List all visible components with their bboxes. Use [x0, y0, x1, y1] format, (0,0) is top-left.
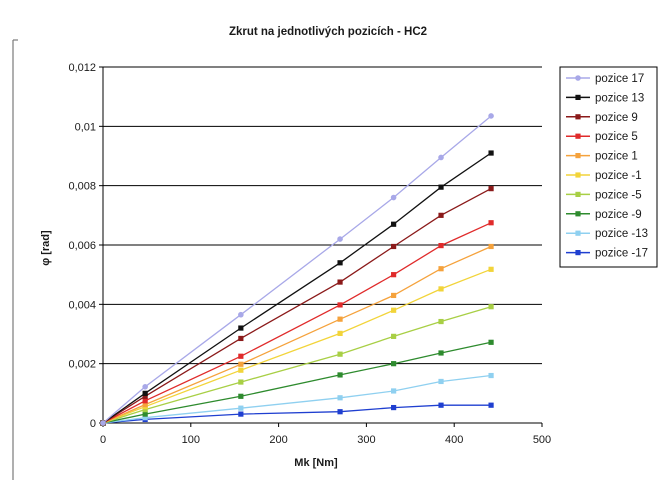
data-point-pozice-13 — [438, 184, 444, 190]
legend-label-pozice--13: pozice -13 — [595, 228, 648, 240]
legend-label-pozice-5: pozice 5 — [595, 131, 638, 143]
data-point-pozice-5 — [438, 242, 444, 249]
data-point-pozice-13 — [337, 260, 343, 266]
data-point-pozice--1 — [488, 266, 494, 272]
data-point-pozice--1 — [337, 330, 343, 337]
data-point-pozice--13 — [238, 405, 244, 411]
legend: pozice 17 pozice 13 pozice 9 pozice 5 pozice… — [559, 66, 658, 268]
data-point-pozice--5 — [337, 351, 343, 357]
y-tick-label: 0,004 — [68, 299, 96, 311]
legend-marker-pozice--9 — [575, 211, 581, 217]
y-tick-label: 0,008 — [68, 181, 96, 193]
data-point-pozice--5 — [488, 304, 494, 310]
legend-marker-pozice-5 — [575, 133, 581, 139]
data-point-pozice--13 — [337, 395, 343, 401]
data-point-pozice-1 — [488, 243, 494, 250]
data-point-pozice-9 — [391, 243, 397, 250]
legend-marker-pozice-9 — [575, 114, 581, 120]
legend-marker-pozice--5 — [575, 191, 581, 197]
data-point-pozice--9 — [488, 339, 494, 345]
data-point-pozice-1 — [142, 402, 148, 408]
y-tick-label: 0,01 — [75, 121, 96, 133]
legend-marker-pozice--13 — [575, 230, 581, 236]
data-point-pozice-13 — [488, 150, 494, 156]
data-point-pozice-1 — [391, 292, 397, 299]
data-point-pozice--13 — [438, 378, 444, 385]
legend-marker-pozice--17 — [575, 250, 581, 256]
y-tick-label: 0,012 — [68, 62, 96, 74]
data-point-pozice--17 — [337, 409, 343, 415]
legend-label-pozice-9: pozice 9 — [595, 112, 638, 124]
x-tick-label: 500 — [533, 434, 551, 446]
data-point-pozice-9 — [438, 212, 444, 218]
data-point-pozice-5 — [142, 398, 148, 404]
data-point-pozice-5 — [238, 353, 244, 359]
data-point-pozice--9 — [391, 361, 397, 367]
plot-area: 0 0,002 0,004 0,006 0,008 0,01 0,012 0 100 200 300… — [68, 62, 551, 446]
data-point-pozice-13 — [238, 325, 244, 331]
data-point-pozice-13 — [142, 390, 148, 396]
legend-label-pozice--1: pozice -1 — [595, 170, 642, 182]
data-point-pozice--1 — [438, 286, 444, 292]
x-tick-label: 200 — [269, 434, 287, 446]
y-tick-label: 0,006 — [68, 240, 96, 252]
data-point-pozice--13 — [488, 372, 494, 379]
data-point-pozice--13 — [142, 415, 148, 421]
data-point-pozice-5 — [488, 220, 494, 226]
data-point-pozice--17 — [238, 411, 244, 417]
data-point-pozice--9 — [438, 350, 444, 356]
x-tick-label: 100 — [182, 434, 200, 446]
legend-marker-pozice-13 — [575, 94, 581, 100]
data-point-pozice-17 — [100, 420, 106, 426]
x-tick-label: 0 — [100, 434, 106, 446]
legend-marker-pozice-17 — [575, 75, 581, 81]
legend-marker-pozice--1 — [575, 172, 581, 178]
data-point-pozice-5 — [391, 272, 397, 278]
x-tick-label: 300 — [357, 434, 375, 446]
data-point-pozice--13 — [391, 388, 397, 394]
data-point-pozice-17 — [238, 311, 244, 318]
chart-title: Zkrut na jednotlivých pozicích - HC2 — [229, 26, 427, 38]
data-point-pozice-5 — [337, 302, 343, 308]
legend-label-pozice--9: pozice -9 — [595, 209, 642, 221]
legend-marker-pozice-1 — [575, 153, 581, 159]
data-point-pozice--5 — [238, 379, 244, 385]
data-point-pozice-1 — [438, 266, 444, 272]
legend-label-pozice--17: pozice -17 — [595, 248, 648, 260]
data-point-pozice-1 — [337, 316, 343, 322]
data-point-pozice-17 — [142, 384, 148, 390]
y-tick-label: 0,002 — [68, 359, 96, 371]
data-point-pozice--5 — [142, 407, 148, 413]
legend-label-pozice-13: pozice 13 — [595, 92, 644, 104]
data-point-pozice-1 — [238, 361, 244, 367]
data-point-pozice-9 — [337, 279, 343, 285]
data-point-pozice-17 — [438, 154, 444, 161]
y-axis-label: φ [rad] — [40, 230, 52, 266]
data-point-pozice--17 — [438, 402, 444, 408]
data-point-pozice-17 — [488, 113, 494, 119]
data-point-pozice--17 — [488, 402, 494, 408]
data-point-pozice--9 — [238, 393, 244, 399]
data-point-pozice--1 — [391, 307, 397, 313]
x-axis-label: Mk [Nm] — [294, 457, 338, 469]
data-point-pozice-13 — [391, 221, 397, 227]
data-point-pozice-9 — [488, 186, 494, 192]
data-point-pozice-9 — [142, 393, 148, 399]
legend-label-pozice-1: pozice 1 — [595, 151, 638, 163]
data-point-pozice--5 — [438, 318, 444, 325]
data-point-pozice--5 — [391, 333, 397, 339]
data-point-pozice--1 — [238, 367, 244, 373]
data-point-pozice--17 — [391, 404, 397, 411]
data-point-pozice--9 — [337, 372, 343, 378]
data-point-pozice--9 — [142, 411, 148, 417]
data-point-pozice-17 — [390, 194, 397, 201]
data-point-pozice-17 — [337, 236, 343, 242]
legend-label-pozice-17: pozice 17 — [595, 73, 644, 85]
y-tick-label: 0 — [90, 418, 96, 430]
legend-label-pozice--5: pozice -5 — [595, 189, 642, 201]
x-tick-label: 400 — [445, 434, 463, 446]
data-point-pozice-9 — [238, 335, 244, 342]
